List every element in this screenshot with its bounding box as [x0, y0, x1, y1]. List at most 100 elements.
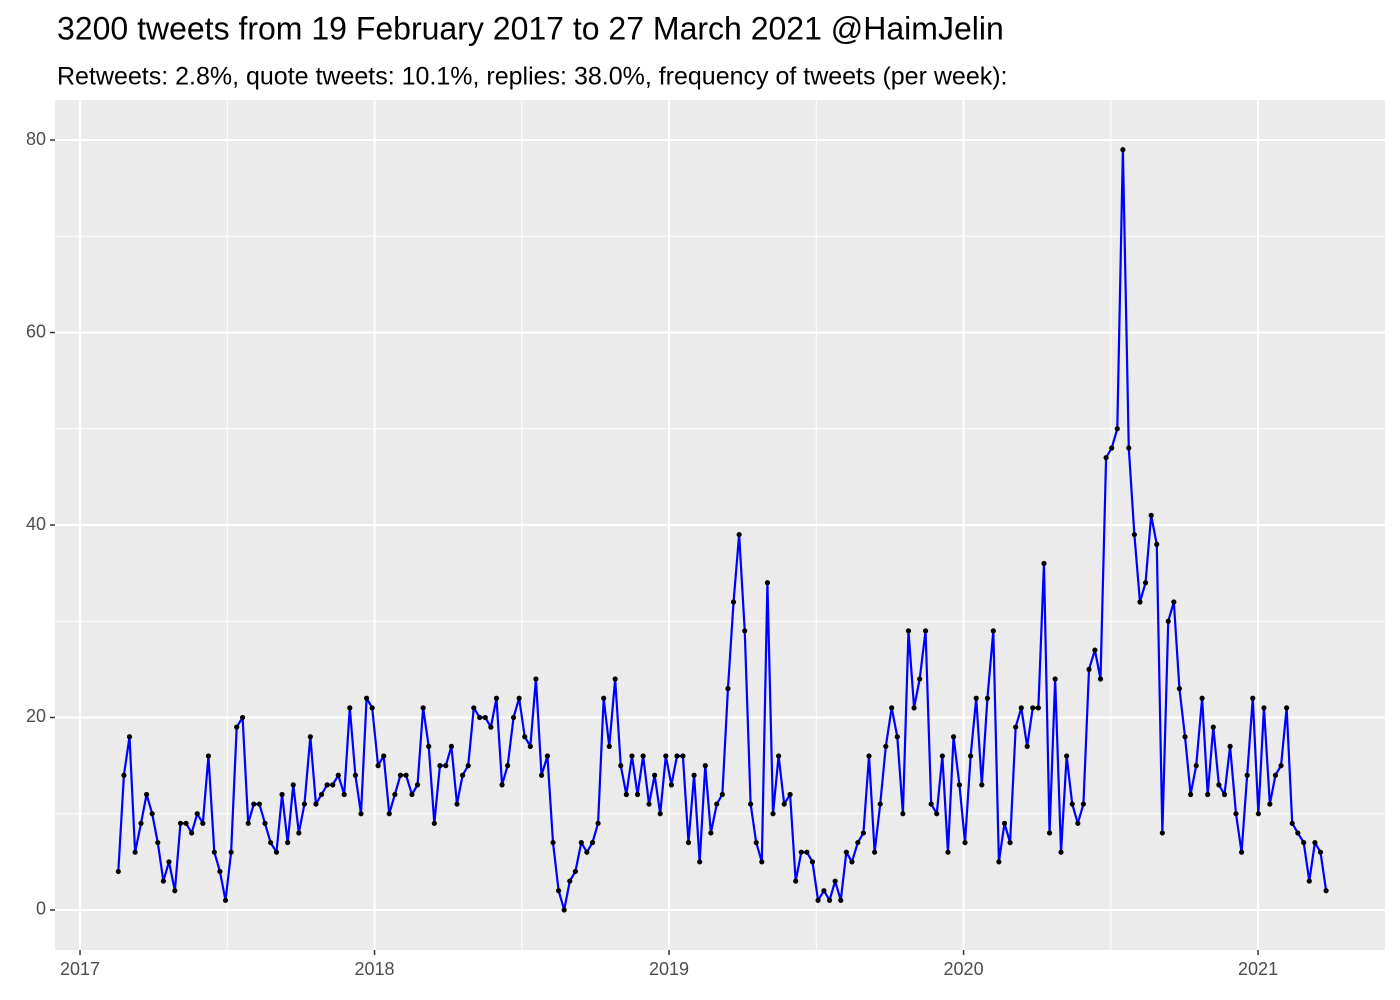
data-point [1064, 753, 1070, 759]
data-point [1227, 743, 1233, 749]
data-point [1142, 580, 1149, 586]
data-point [979, 782, 985, 788]
data-point [347, 705, 353, 711]
data-point [477, 714, 483, 721]
data-point [652, 772, 658, 778]
data-point [1069, 801, 1075, 807]
data-point [685, 839, 692, 846]
data-point [126, 734, 133, 740]
data-point [1193, 763, 1199, 769]
data-point [725, 686, 731, 692]
data-point [708, 830, 714, 836]
data-point [296, 830, 302, 836]
data-point [414, 782, 421, 788]
y-tick-label: 20 [26, 706, 46, 726]
data-point [640, 753, 646, 759]
data-point [516, 695, 522, 701]
data-point [606, 743, 612, 749]
y-tick-label: 60 [26, 321, 46, 341]
data-point [538, 772, 545, 778]
data-point [1092, 647, 1098, 653]
data-point [748, 801, 754, 807]
data-point [629, 753, 635, 759]
x-tick-label: 2018 [355, 959, 395, 979]
data-point [809, 859, 816, 865]
data-point [922, 628, 929, 634]
data-point [262, 820, 268, 826]
data-point [550, 839, 556, 846]
data-point [1154, 541, 1160, 547]
data-point [341, 791, 347, 798]
data-point [1086, 666, 1092, 672]
data-point [736, 532, 742, 538]
data-point [301, 801, 308, 807]
data-point [392, 791, 398, 798]
data-point [403, 772, 409, 778]
data-point [1109, 445, 1115, 451]
data-point [510, 714, 517, 721]
data-point [618, 763, 624, 769]
data-point [917, 676, 923, 682]
data-point [375, 763, 381, 769]
data-point [1233, 811, 1239, 817]
data-point [352, 772, 358, 778]
data-point [911, 705, 917, 711]
data-point [764, 580, 771, 586]
data-point [674, 753, 680, 759]
data-point [905, 628, 912, 634]
data-point [742, 628, 748, 634]
data-point [217, 868, 223, 875]
data-point [1323, 888, 1329, 894]
data-point [533, 676, 539, 682]
data-point [815, 897, 821, 903]
data-point [1018, 705, 1024, 711]
data-point [177, 820, 184, 826]
data-point [330, 782, 336, 788]
data-point [601, 695, 607, 701]
data-point [1250, 695, 1256, 701]
data-point [855, 839, 861, 846]
data-point [431, 820, 437, 826]
y-tick-label: 0 [36, 899, 46, 919]
data-point [793, 878, 799, 884]
data-point [1007, 839, 1013, 846]
x-tick-label: 2020 [944, 959, 984, 979]
data-point [143, 791, 150, 798]
data-point [426, 743, 432, 749]
data-point [409, 791, 415, 798]
data-point [1176, 686, 1183, 692]
data-point [245, 820, 251, 826]
data-point [1261, 705, 1267, 711]
data-point [194, 811, 200, 817]
data-point [877, 801, 883, 807]
data-point [962, 839, 968, 846]
data-point [798, 849, 804, 855]
data-point [843, 849, 849, 855]
data-point [730, 599, 737, 605]
data-point [719, 791, 725, 798]
data-point [505, 763, 511, 769]
data-point [849, 859, 855, 865]
y-tick-label: 40 [26, 514, 46, 534]
data-point [115, 868, 121, 875]
x-tick-label: 2019 [649, 959, 689, 979]
data-point [776, 753, 782, 759]
data-point [759, 859, 765, 865]
data-point [950, 734, 957, 740]
data-point [657, 811, 663, 817]
data-point [702, 763, 708, 769]
data-point [1216, 782, 1222, 788]
data-point [589, 839, 596, 846]
data-point [273, 849, 280, 855]
data-point [499, 782, 505, 788]
data-point [285, 839, 291, 846]
x-tick-label: 2017 [60, 959, 100, 979]
data-point [448, 743, 455, 749]
data-point [1301, 839, 1307, 846]
data-point [211, 849, 217, 855]
data-point [821, 888, 827, 894]
data-point [166, 859, 172, 865]
data-point [838, 897, 844, 903]
